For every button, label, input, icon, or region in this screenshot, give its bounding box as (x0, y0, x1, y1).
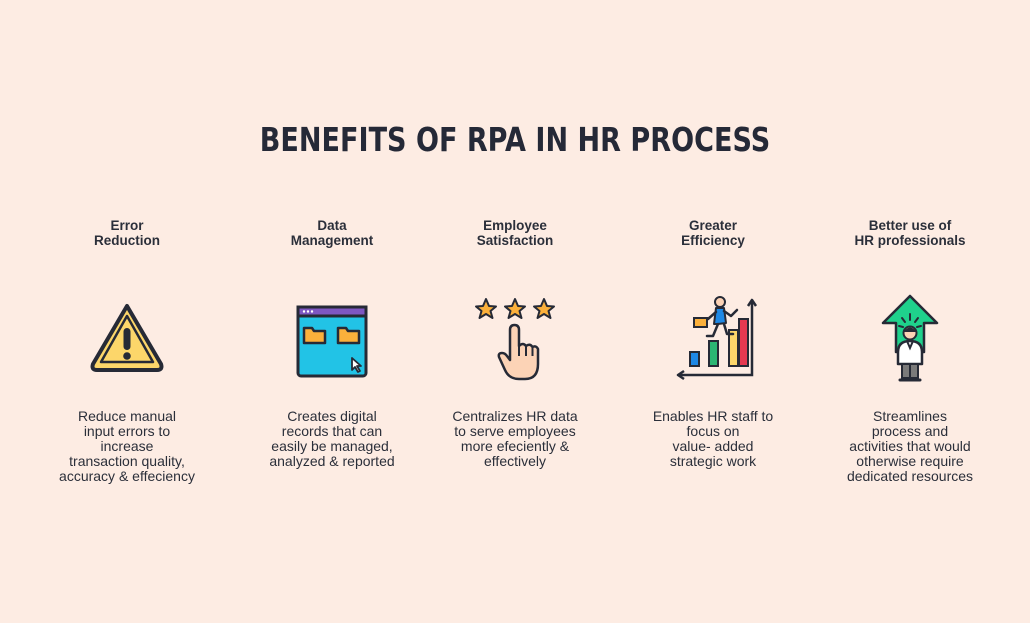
benefit-heading: Better use of HR professionals (854, 218, 966, 248)
benefit-description: Centralizes HR data to serve employees m… (452, 408, 578, 469)
benefit-greater-efficiency: Greater Efficiency (613, 218, 813, 469)
benefit-heading: Greater Efficiency (681, 218, 745, 248)
benefit-heading: Error Reduction (94, 218, 160, 248)
warning-icon (77, 290, 177, 390)
benefit-description: Creates digital records that can easily … (269, 408, 395, 469)
page-title: BENEFITS OF RPA IN HR PROCESS (259, 120, 771, 159)
benefit-employee-satisfaction: Employee Satisfaction Centralizes HR dat… (415, 218, 615, 469)
benefit-heading: Data Management (290, 218, 374, 248)
growth-chart-icon (663, 290, 763, 390)
benefit-description: Enables HR staff to focus on value- adde… (652, 408, 774, 469)
benefit-description: Streamlines process and activities that … (846, 408, 974, 484)
benefit-heading: Employee Satisfaction (476, 218, 554, 248)
person-growth-icon (860, 290, 960, 390)
benefit-better-use-hr: Better use of HR professionals Streamlin… (810, 218, 1010, 484)
benefit-error-reduction: Error Reduction Reduce manual input erro… (27, 218, 227, 484)
benefit-data-management: Data Management Creates digital records … (232, 218, 432, 469)
benefit-description: Reduce manual input errors to increase t… (59, 408, 195, 484)
folder-window-icon (282, 290, 382, 390)
stars-rating-icon (465, 290, 565, 390)
